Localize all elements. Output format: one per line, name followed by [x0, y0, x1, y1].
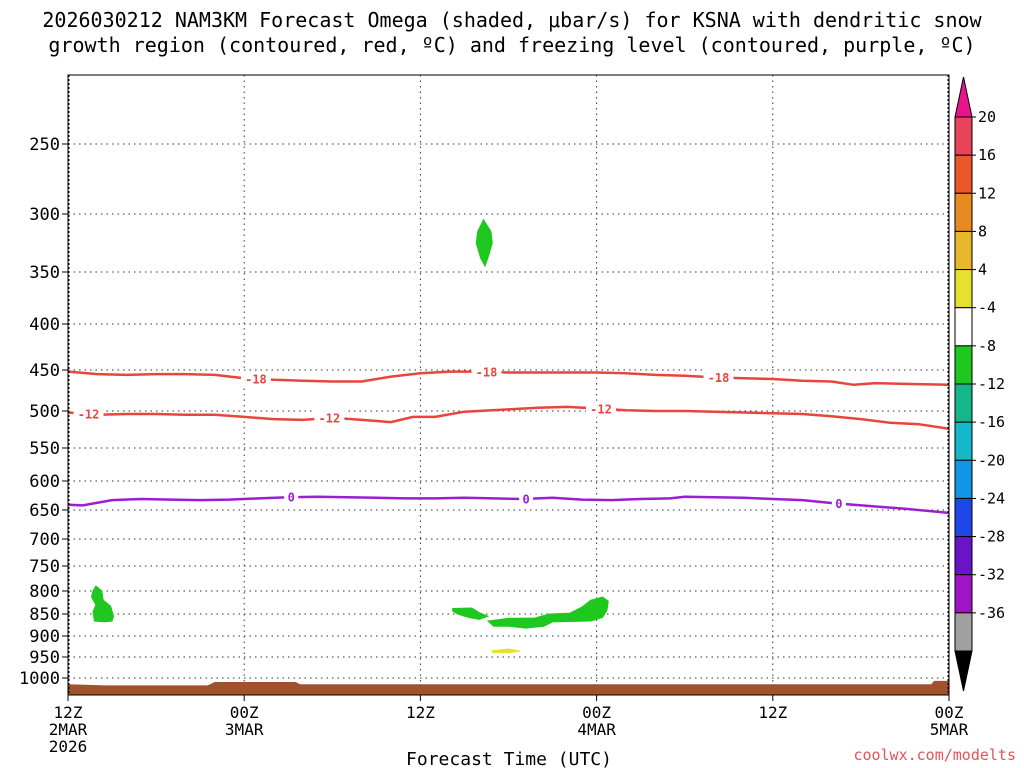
- colorbar-swatch-7: [954, 383, 973, 423]
- dgz-minus-12-label-bg-1: [314, 409, 345, 426]
- colorbar-label-9: -20: [978, 451, 1005, 469]
- y-tick-label-450: 450: [29, 361, 60, 381]
- x-tick-label-4-1: 12Z: [758, 703, 787, 722]
- colorbar-swatch-1: [954, 154, 973, 194]
- colorbar-label-7: -12: [978, 375, 1005, 393]
- y-tick-label-1000: 1000: [19, 669, 60, 689]
- dgz-minus-12-label-0: -12: [78, 408, 100, 422]
- terrain-polygon: [68, 680, 949, 695]
- y-tick-label-950: 950: [29, 648, 60, 668]
- colorbar-label-6: -8: [978, 337, 996, 355]
- dgz-minus-18-line: [68, 370, 949, 387]
- contour-lines: -18 -18 -18 -12 -12 -12 0 0 0: [68, 363, 949, 515]
- omega-left-green: [90, 585, 115, 623]
- colorbar-label-3: 8: [978, 222, 987, 240]
- colorbar-swatch-9: [954, 459, 973, 499]
- y-tick-label-650: 650: [29, 501, 60, 521]
- colorbar-label-2: 12: [978, 184, 996, 202]
- dgz-minus-18-label-2: -18: [708, 371, 730, 385]
- omega-lower-green-west: [452, 607, 490, 620]
- x-tick-label-3-2: 4MAR: [577, 720, 616, 739]
- colorbar-label-4: 4: [978, 261, 987, 279]
- freezing-level-0-label-bg-0: [284, 489, 299, 506]
- omega-lower-yellow: [491, 648, 521, 654]
- colorbar-swatch-8: [954, 421, 973, 461]
- freezing-level-0-label-bg-2: [831, 495, 846, 512]
- dgz-minus-12-label-bg-0: [73, 406, 104, 423]
- dgz-minus-18-label-bg-0: [240, 370, 271, 387]
- colorbar-swatch-10: [954, 497, 973, 538]
- chart-title-line1: 2026030212 NAM3KM Forecast Omega (shaded…: [42, 8, 982, 32]
- colorbar-label-11: -28: [978, 528, 1005, 546]
- x-axis-title: Forecast Time (UTC): [406, 749, 612, 768]
- dgz-minus-18-label-bg-1: [471, 363, 502, 380]
- x-tick-label-2-1: 12Z: [406, 703, 435, 722]
- colorbar-swatch-11: [954, 536, 973, 576]
- omega-upper-green: [475, 218, 493, 268]
- x-tick-label-1-2: 3MAR: [225, 720, 264, 739]
- y-tick-label-900: 900: [29, 627, 60, 647]
- freezing-level-0-line: [68, 495, 949, 515]
- chart-title-line2: growth region (contoured, red, ºC) and f…: [48, 33, 975, 57]
- colorbar-label-12: -32: [978, 566, 1005, 584]
- freezing-level-0-label-0: 0: [288, 491, 295, 505]
- omega-lower-green-main: [486, 596, 609, 629]
- colorbar-swatch-0: [954, 116, 973, 156]
- x-tick-label-3-1: 00Z: [582, 703, 611, 722]
- y-tick-label-800: 800: [29, 582, 60, 602]
- colorbar-swatch-5: [954, 307, 973, 347]
- grid-lines: [68, 75, 949, 695]
- colorbar-swatch-6: [954, 345, 973, 385]
- freezing-level-0-label-2: 0: [835, 497, 842, 511]
- colorbar-swatch-2: [954, 192, 973, 232]
- dgz-minus-18-label-bg-2: [703, 369, 734, 386]
- terrain-fill: [68, 680, 949, 695]
- dgz-minus-18-label-0: -18: [245, 372, 267, 386]
- freezing-level-0-label-bg-1: [519, 490, 534, 507]
- colorbar-label-0: 20: [978, 108, 996, 126]
- dgz-minus-12-line: [68, 405, 949, 431]
- y-tick-label-350: 350: [29, 263, 60, 283]
- y-tick-label-300: 300: [29, 205, 60, 225]
- colorbar-swatch-4: [954, 269, 973, 309]
- colorbar-label-8: -16: [978, 413, 1005, 431]
- colorbar-bottom-arrow: [954, 650, 973, 692]
- y-tick-label-400: 400: [29, 315, 60, 335]
- omega-shading: [90, 218, 609, 654]
- dgz-minus-12-label-bg-2: [586, 400, 617, 417]
- y-tick-label-500: 500: [29, 402, 60, 422]
- colorbar-label-13: -36: [978, 604, 1005, 622]
- y-tick-label-250: 250: [29, 135, 60, 155]
- x-tick-label-5-1: 00Z: [935, 703, 964, 722]
- colorbar-swatch-13: [954, 612, 973, 652]
- y-tick-label-700: 700: [29, 530, 60, 550]
- y-tick-label-550: 550: [29, 439, 60, 459]
- y-tick-label-850: 850: [29, 605, 60, 625]
- plot-frame: [67, 74, 950, 696]
- colorbar-label-5: -4: [978, 299, 996, 317]
- dgz-minus-18-label-1: -18: [476, 365, 498, 379]
- x-tick-label-0-1: 12Z: [54, 703, 83, 722]
- colorbar-label-1: 16: [978, 146, 996, 164]
- x-tick-label-5-2: 5MAR: [930, 720, 969, 739]
- y-tick-labels: 2503003504004505005506006507007508008509…: [19, 135, 68, 689]
- credit-text: coolwx.com/modelts: [853, 746, 1016, 764]
- freezing-level-0-label-1: 0: [523, 492, 530, 506]
- colorbar-label-10: -24: [978, 489, 1005, 507]
- x-tick-label-1-1: 00Z: [230, 703, 259, 722]
- x-tick-label-0-3: 2026: [49, 737, 88, 756]
- dgz-minus-12-label-1: -12: [319, 411, 341, 425]
- y-tick-label-600: 600: [29, 472, 60, 492]
- y-tick-label-750: 750: [29, 557, 60, 577]
- dgz-minus-12-label-2: -12: [590, 402, 612, 416]
- colorbar: 20 16 12 8 4 -4 -8 -12 -16 -20 -24 -28 -32 -36: [954, 76, 1005, 692]
- colorbar-swatch-12: [954, 574, 973, 614]
- x-tick-label-0-2: 2MAR: [49, 720, 88, 739]
- colorbar-swatch-3: [954, 230, 973, 271]
